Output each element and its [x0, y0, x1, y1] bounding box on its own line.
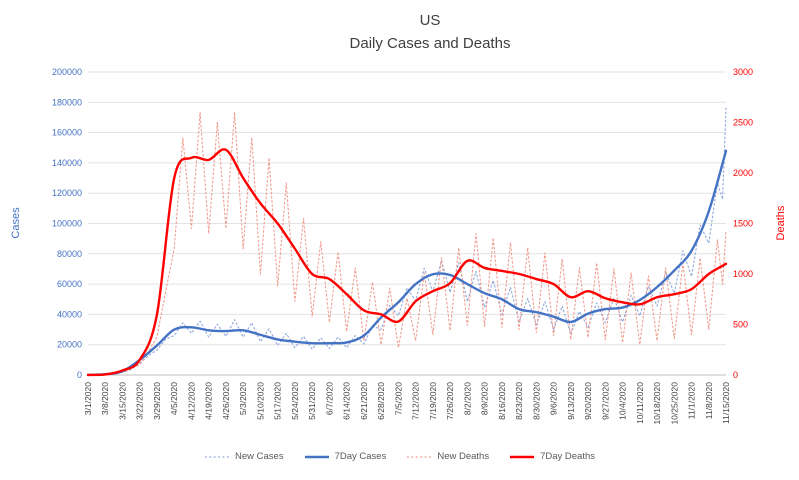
x-tick-label: 8/23/2020: [514, 382, 524, 420]
x-tick-label: 5/3/2020: [238, 382, 248, 415]
x-tick-label: 5/17/2020: [273, 382, 283, 420]
x-tick-label: 3/15/2020: [117, 382, 127, 420]
x-tick-label: 10/18/2020: [652, 382, 662, 425]
x-tick-label: 7/19/2020: [428, 382, 438, 420]
series-7day-deaths: [86, 148, 728, 377]
left-tick-label: 60000: [57, 279, 82, 289]
x-tick-label: 6/14/2020: [342, 382, 352, 420]
legend-item-7day-deaths: 7Day Deaths: [509, 451, 595, 462]
left-tick-label: 160000: [52, 128, 82, 138]
legend: New Cases 7Day Cases New Deaths 7Day Deaths: [0, 451, 799, 462]
x-tick-label: 11/15/2020: [721, 382, 731, 424]
x-tick-label: 8/9/2020: [480, 382, 490, 415]
right-tick-label: 500: [733, 320, 748, 330]
right-tick-label: 2000: [733, 168, 753, 178]
left-tick-label: 100000: [52, 219, 82, 229]
right-axis-tick-labels: 0 500 1000 1500 2000 2500 3000: [733, 67, 753, 380]
legend-item-7day-cases: 7Day Cases: [304, 451, 387, 462]
x-tick-label: 4/19/2020: [204, 382, 214, 420]
x-tick-label: 9/13/2020: [566, 382, 576, 420]
series-new-deaths: [87, 111, 727, 376]
x-tick-label: 6/7/2020: [324, 382, 334, 415]
left-tick-label: 180000: [52, 97, 82, 107]
x-tick-label: 6/28/2020: [376, 382, 386, 420]
right-tick-label: 2500: [733, 118, 753, 128]
x-tick-label: 9/6/2020: [549, 382, 559, 415]
x-tick-label: 6/21/2020: [359, 382, 369, 420]
x-tick-label: 5/24/2020: [290, 382, 300, 420]
x-tick-label: 4/26/2020: [221, 382, 231, 420]
x-tick-label: 3/29/2020: [152, 382, 162, 420]
x-tick-label: 5/31/2020: [307, 382, 317, 420]
x-tick-label: 9/20/2020: [583, 382, 593, 420]
left-tick-label: 0: [77, 370, 82, 380]
legend-marker-new-cases: [205, 455, 229, 458]
x-tick-label: 7/12/2020: [411, 382, 421, 420]
series-7day-cases: [86, 149, 728, 377]
left-axis-tick-labels: 0 20000 40000 60000 80000 100000 120000 140000 1…: [52, 67, 82, 380]
x-tick-label: 8/30/2020: [531, 382, 541, 420]
x-tick-label: 10/25/2020: [669, 382, 679, 425]
legend-item-new-deaths: New Deaths: [406, 451, 489, 462]
legend-marker-7day-cases: [304, 455, 329, 458]
x-tick-label: 3/1/2020: [83, 382, 93, 415]
chart-title-line1: US: [419, 12, 441, 29]
x-tick-label: 8/2/2020: [462, 382, 472, 415]
gridlines: [88, 71, 726, 376]
x-tick-label: 3/8/2020: [100, 382, 110, 415]
right-tick-label: 1000: [733, 269, 753, 279]
left-tick-label: 20000: [57, 340, 82, 350]
legend-item-new-cases: New Cases: [204, 451, 284, 462]
x-tick-label: 8/16/2020: [497, 382, 507, 420]
legend-label: New Cases: [235, 451, 284, 462]
legend-label: 7Day Deaths: [540, 451, 595, 462]
x-tick-label: 10/4/2020: [618, 382, 628, 420]
left-tick-label: 140000: [52, 158, 82, 168]
x-tick-label: 3/22/2020: [135, 382, 145, 420]
left-tick-label: 120000: [52, 188, 82, 198]
left-tick-label: 40000: [57, 309, 82, 319]
x-tick-label: 9/27/2020: [600, 382, 610, 420]
legend-label: New Deaths: [437, 451, 490, 462]
x-tick-label: 10/11/2020: [635, 382, 645, 424]
x-tick-label: 11/8/2020: [704, 382, 714, 419]
chart-title-line2: Daily Cases and Deaths: [349, 35, 511, 52]
x-tick-label: 11/1/2020: [687, 382, 697, 419]
x-axis-tick-labels: 3/1/2020 3/8/2020 3/15/2020 3/22/2020 3/29/2…: [83, 382, 731, 425]
left-tick-label: 200000: [52, 67, 82, 77]
left-tick-label: 80000: [57, 249, 82, 259]
legend-marker-new-deaths: [407, 455, 432, 458]
right-tick-label: 0: [733, 370, 738, 380]
x-tick-label: 5/10/2020: [255, 382, 265, 420]
right-tick-label: 3000: [733, 67, 753, 77]
right-tick-label: 1500: [733, 219, 753, 229]
legend-label: 7Day Cases: [334, 451, 387, 462]
x-tick-label: 4/12/2020: [186, 382, 196, 420]
legend-marker-7day-deaths: [510, 455, 535, 458]
x-tick-label: 7/5/2020: [393, 382, 403, 415]
x-tick-label: 7/26/2020: [445, 382, 455, 420]
x-tick-label: 4/5/2020: [169, 382, 179, 415]
